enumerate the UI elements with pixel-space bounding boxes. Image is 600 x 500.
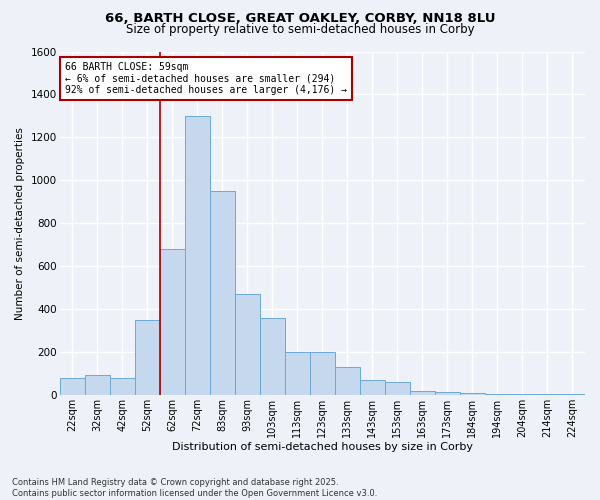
Bar: [210, 191, 235, 395]
Bar: [134, 320, 160, 395]
Bar: [460, 392, 485, 395]
Bar: [385, 382, 410, 395]
Text: Contains HM Land Registry data © Crown copyright and database right 2025.
Contai: Contains HM Land Registry data © Crown c…: [12, 478, 377, 498]
Bar: [310, 352, 335, 395]
Bar: [335, 367, 360, 395]
Bar: [260, 318, 285, 395]
Bar: [160, 249, 185, 395]
Text: 66, BARTH CLOSE, GREAT OAKLEY, CORBY, NN18 8LU: 66, BARTH CLOSE, GREAT OAKLEY, CORBY, NN…: [105, 12, 495, 26]
Bar: [85, 376, 110, 395]
Bar: [360, 380, 385, 395]
Bar: [285, 352, 310, 395]
Text: Size of property relative to semi-detached houses in Corby: Size of property relative to semi-detach…: [125, 22, 475, 36]
Bar: [435, 392, 460, 395]
Text: 66 BARTH CLOSE: 59sqm
← 6% of semi-detached houses are smaller (294)
92% of semi: 66 BARTH CLOSE: 59sqm ← 6% of semi-detac…: [65, 62, 347, 95]
Bar: [510, 394, 535, 395]
Bar: [110, 378, 134, 395]
Bar: [485, 394, 510, 395]
Bar: [185, 116, 210, 395]
Bar: [535, 394, 560, 395]
Y-axis label: Number of semi-detached properties: Number of semi-detached properties: [15, 126, 25, 320]
Bar: [235, 294, 260, 395]
X-axis label: Distribution of semi-detached houses by size in Corby: Distribution of semi-detached houses by …: [172, 442, 473, 452]
Bar: [410, 390, 435, 395]
Bar: [59, 378, 85, 395]
